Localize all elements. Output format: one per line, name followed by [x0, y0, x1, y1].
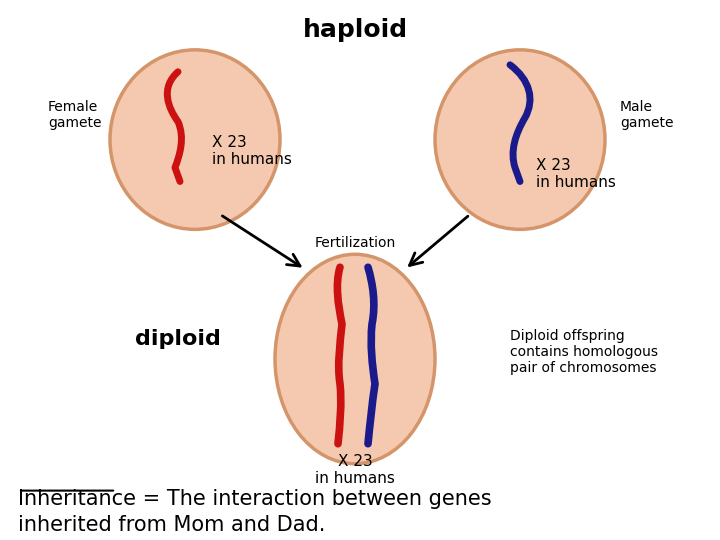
Text: Diploid offspring
contains homologous
pair of chromosomes: Diploid offspring contains homologous pa…: [510, 329, 658, 375]
Text: Fertilization: Fertilization: [315, 237, 395, 251]
Ellipse shape: [110, 50, 280, 230]
Text: X 23
in humans: X 23 in humans: [212, 134, 292, 167]
Text: Male
gamete: Male gamete: [620, 100, 673, 130]
Text: X 23
in humans: X 23 in humans: [536, 158, 616, 190]
Ellipse shape: [275, 254, 435, 464]
Text: inherited from Mom and Dad.: inherited from Mom and Dad.: [18, 515, 325, 535]
Text: Inheritance = The interaction between genes: Inheritance = The interaction between ge…: [18, 489, 492, 509]
Text: diploid: diploid: [135, 329, 221, 349]
Text: haploid: haploid: [302, 18, 408, 42]
Text: Female
gamete: Female gamete: [48, 100, 102, 130]
Text: X 23
in humans: X 23 in humans: [315, 454, 395, 486]
Ellipse shape: [435, 50, 605, 230]
